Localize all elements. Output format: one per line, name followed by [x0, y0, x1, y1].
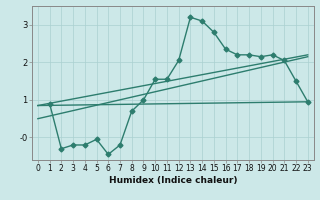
X-axis label: Humidex (Indice chaleur): Humidex (Indice chaleur) — [108, 176, 237, 185]
